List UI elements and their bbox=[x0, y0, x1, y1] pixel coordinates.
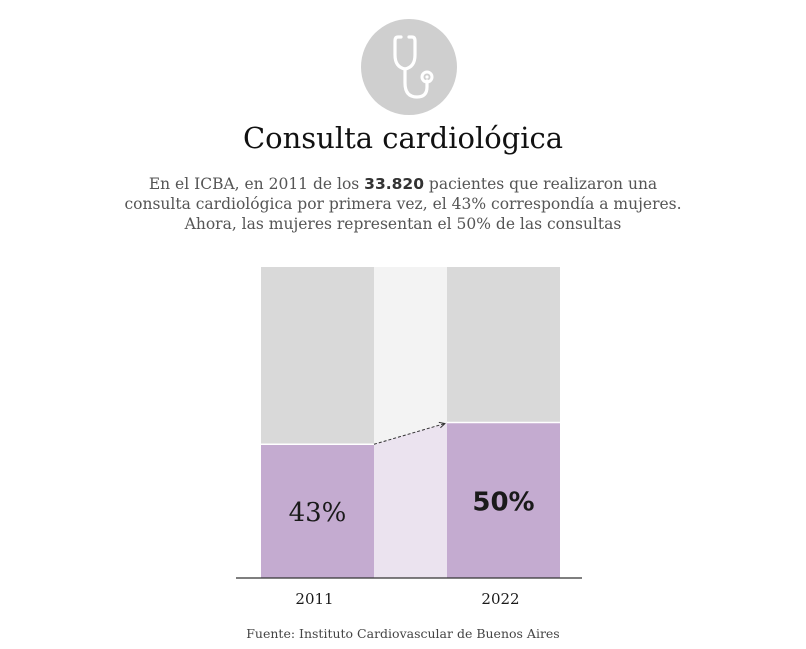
subtitle-text-end: pacientes que realizaron una consulta ca… bbox=[124, 175, 682, 233]
source-note: Fuente: Instituto Cardiovascular de Buen… bbox=[246, 626, 560, 641]
chart-title: Consulta cardiológica bbox=[242, 121, 564, 155]
bar-women-2011 bbox=[261, 444, 374, 578]
x-tick-label-2022: 2022 bbox=[481, 590, 519, 608]
connector-band-upper bbox=[374, 267, 447, 445]
change-arrow bbox=[373, 424, 445, 445]
subtitle-patient-count: 33.820 bbox=[364, 175, 424, 193]
bar-women-2022 bbox=[447, 422, 560, 578]
subtitle-text-start: En el ICBA, en 2011 de los bbox=[148, 175, 365, 193]
stethoscope-icon-circle bbox=[361, 19, 457, 115]
stacked-bar-chart: 43% 2011 50% 2022 bbox=[236, 267, 582, 608]
data-label-2022: 50% bbox=[472, 487, 534, 517]
x-tick-label-2011: 2011 bbox=[295, 590, 333, 608]
bar-other-2022 bbox=[447, 267, 560, 423]
bar-other-2011 bbox=[261, 267, 374, 445]
stethoscope-icon bbox=[393, 35, 434, 99]
data-label-2011: 43% bbox=[289, 498, 347, 528]
chart-subtitle: En el ICBA, en 2011 de los 33.820 pacien… bbox=[118, 174, 688, 234]
connector-band-lower bbox=[374, 422, 447, 578]
